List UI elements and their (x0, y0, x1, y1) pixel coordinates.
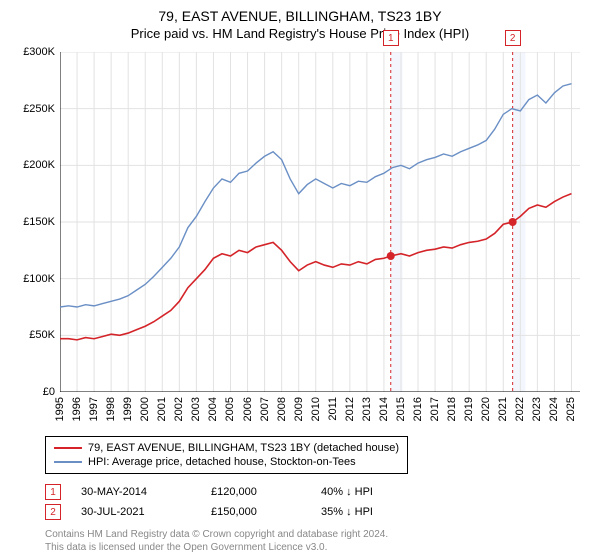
sale-delta: 40% ↓ HPI (321, 486, 373, 498)
ytick-label: £200K (23, 159, 55, 171)
xtick-label: 2000 (139, 397, 151, 421)
legend-swatch (54, 447, 82, 449)
sale-price: £150,000 (211, 506, 301, 518)
legend-label: HPI: Average price, detached house, Stoc… (88, 456, 356, 468)
sales-table: 1 30-MAY-2014 £120,000 40% ↓ HPI 2 30-JUL-202… (45, 482, 373, 522)
sale-date: 30-JUL-2021 (81, 506, 191, 518)
xtick-label: 2013 (361, 397, 373, 421)
sale-marker: 1 (45, 484, 61, 500)
sale-price: £120,000 (211, 486, 301, 498)
footer: Contains HM Land Registry data © Crown c… (45, 528, 388, 554)
xtick-label: 2025 (565, 397, 577, 421)
ytick-label: £150K (23, 216, 55, 228)
sale-row: 2 30-JUL-2021 £150,000 35% ↓ HPI (45, 502, 373, 522)
ytick-label: £100K (23, 273, 55, 285)
xtick-label: 2018 (446, 397, 458, 421)
xtick-label: 1997 (88, 397, 100, 421)
xtick-label: 1995 (54, 397, 66, 421)
legend-label: 79, EAST AVENUE, BILLINGHAM, TS23 1BY (d… (88, 442, 399, 454)
xtick-label: 2004 (207, 397, 219, 421)
ytick-label: £300K (23, 46, 55, 58)
sale-marker: 1 (383, 30, 399, 46)
legend-item: HPI: Average price, detached house, Stoc… (54, 455, 399, 469)
xtick-label: 2012 (344, 397, 356, 421)
xtick-label: 2010 (310, 397, 322, 421)
xtick-label: 2020 (480, 397, 492, 421)
chart-area: £0£50K£100K£150K£200K£250K£300K199519961… (60, 52, 580, 392)
xtick-label: 2021 (497, 397, 509, 421)
legend: 79, EAST AVENUE, BILLINGHAM, TS23 1BY (d… (45, 436, 408, 474)
xtick-label: 2022 (514, 397, 526, 421)
sale-date: 30-MAY-2014 (81, 486, 191, 498)
sale-row: 1 30-MAY-2014 £120,000 40% ↓ HPI (45, 482, 373, 502)
xtick-label: 2017 (429, 397, 441, 421)
footer-line-2: This data is licensed under the Open Gov… (45, 541, 388, 554)
sale-marker: 2 (45, 504, 61, 520)
xtick-label: 2019 (463, 397, 475, 421)
xtick-label: 2024 (548, 397, 560, 421)
xtick-label: 2005 (224, 397, 236, 421)
ytick-label: £250K (23, 103, 55, 115)
xtick-label: 2014 (378, 397, 390, 421)
xtick-label: 2002 (173, 397, 185, 421)
xtick-label: 2003 (190, 397, 202, 421)
xtick-label: 2001 (156, 397, 168, 421)
xtick-label: 2015 (395, 397, 407, 421)
xtick-label: 2007 (259, 397, 271, 421)
xtick-label: 2016 (412, 397, 424, 421)
legend-item: 79, EAST AVENUE, BILLINGHAM, TS23 1BY (d… (54, 441, 399, 455)
xtick-label: 1996 (71, 397, 83, 421)
ytick-label: £50K (29, 329, 55, 341)
xtick-label: 2009 (293, 397, 305, 421)
xtick-label: 2011 (327, 397, 339, 421)
xtick-label: 2008 (276, 397, 288, 421)
sale-marker: 2 (505, 30, 521, 46)
xtick-label: 2023 (531, 397, 543, 421)
chart-container: 79, EAST AVENUE, BILLINGHAM, TS23 1BY Pr… (0, 0, 600, 560)
sale-delta: 35% ↓ HPI (321, 506, 373, 518)
xtick-label: 2006 (242, 397, 254, 421)
chart-title: 79, EAST AVENUE, BILLINGHAM, TS23 1BY (0, 0, 600, 24)
footer-line-1: Contains HM Land Registry data © Crown c… (45, 528, 388, 541)
xtick-label: 1998 (105, 397, 117, 421)
legend-swatch (54, 461, 82, 463)
plot-svg (60, 52, 580, 392)
xtick-label: 1999 (122, 397, 134, 421)
